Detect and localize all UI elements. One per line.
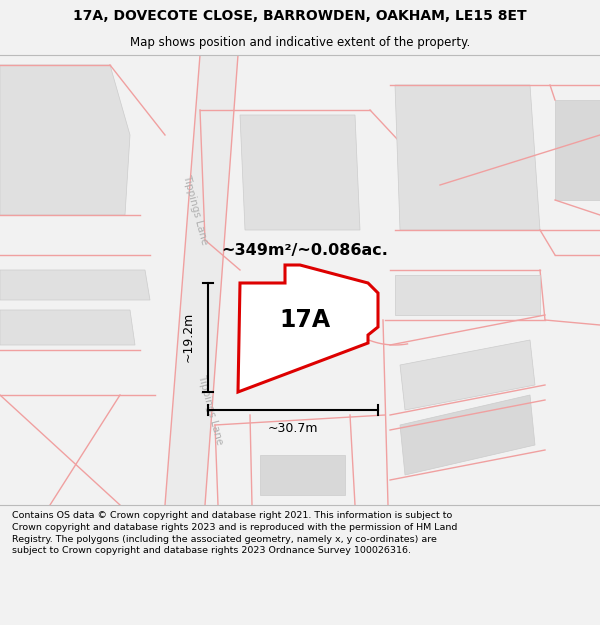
Text: Map shows position and indicative extent of the property.: Map shows position and indicative extent…: [130, 36, 470, 49]
Polygon shape: [0, 65, 130, 215]
Polygon shape: [0, 310, 135, 345]
Polygon shape: [400, 340, 535, 410]
Polygon shape: [260, 455, 345, 495]
Text: 17A, DOVECOTE CLOSE, BARROWDEN, OAKHAM, LE15 8ET: 17A, DOVECOTE CLOSE, BARROWDEN, OAKHAM, …: [73, 9, 527, 24]
Polygon shape: [0, 270, 150, 300]
Polygon shape: [400, 395, 535, 475]
Text: Contains OS data © Crown copyright and database right 2021. This information is : Contains OS data © Crown copyright and d…: [12, 511, 457, 556]
Polygon shape: [165, 55, 238, 505]
Text: ~19.2m: ~19.2m: [182, 312, 194, 362]
Polygon shape: [395, 275, 540, 315]
Text: Tippings Lane: Tippings Lane: [196, 374, 224, 446]
Text: ~349m²/~0.086ac.: ~349m²/~0.086ac.: [221, 242, 388, 258]
Polygon shape: [395, 85, 540, 230]
Polygon shape: [238, 265, 378, 392]
Text: ~30.7m: ~30.7m: [268, 421, 318, 434]
Polygon shape: [252, 293, 360, 335]
Text: Tippings Lane: Tippings Lane: [181, 174, 209, 246]
Polygon shape: [240, 115, 360, 230]
Text: 17A: 17A: [280, 308, 331, 332]
Polygon shape: [555, 100, 600, 200]
